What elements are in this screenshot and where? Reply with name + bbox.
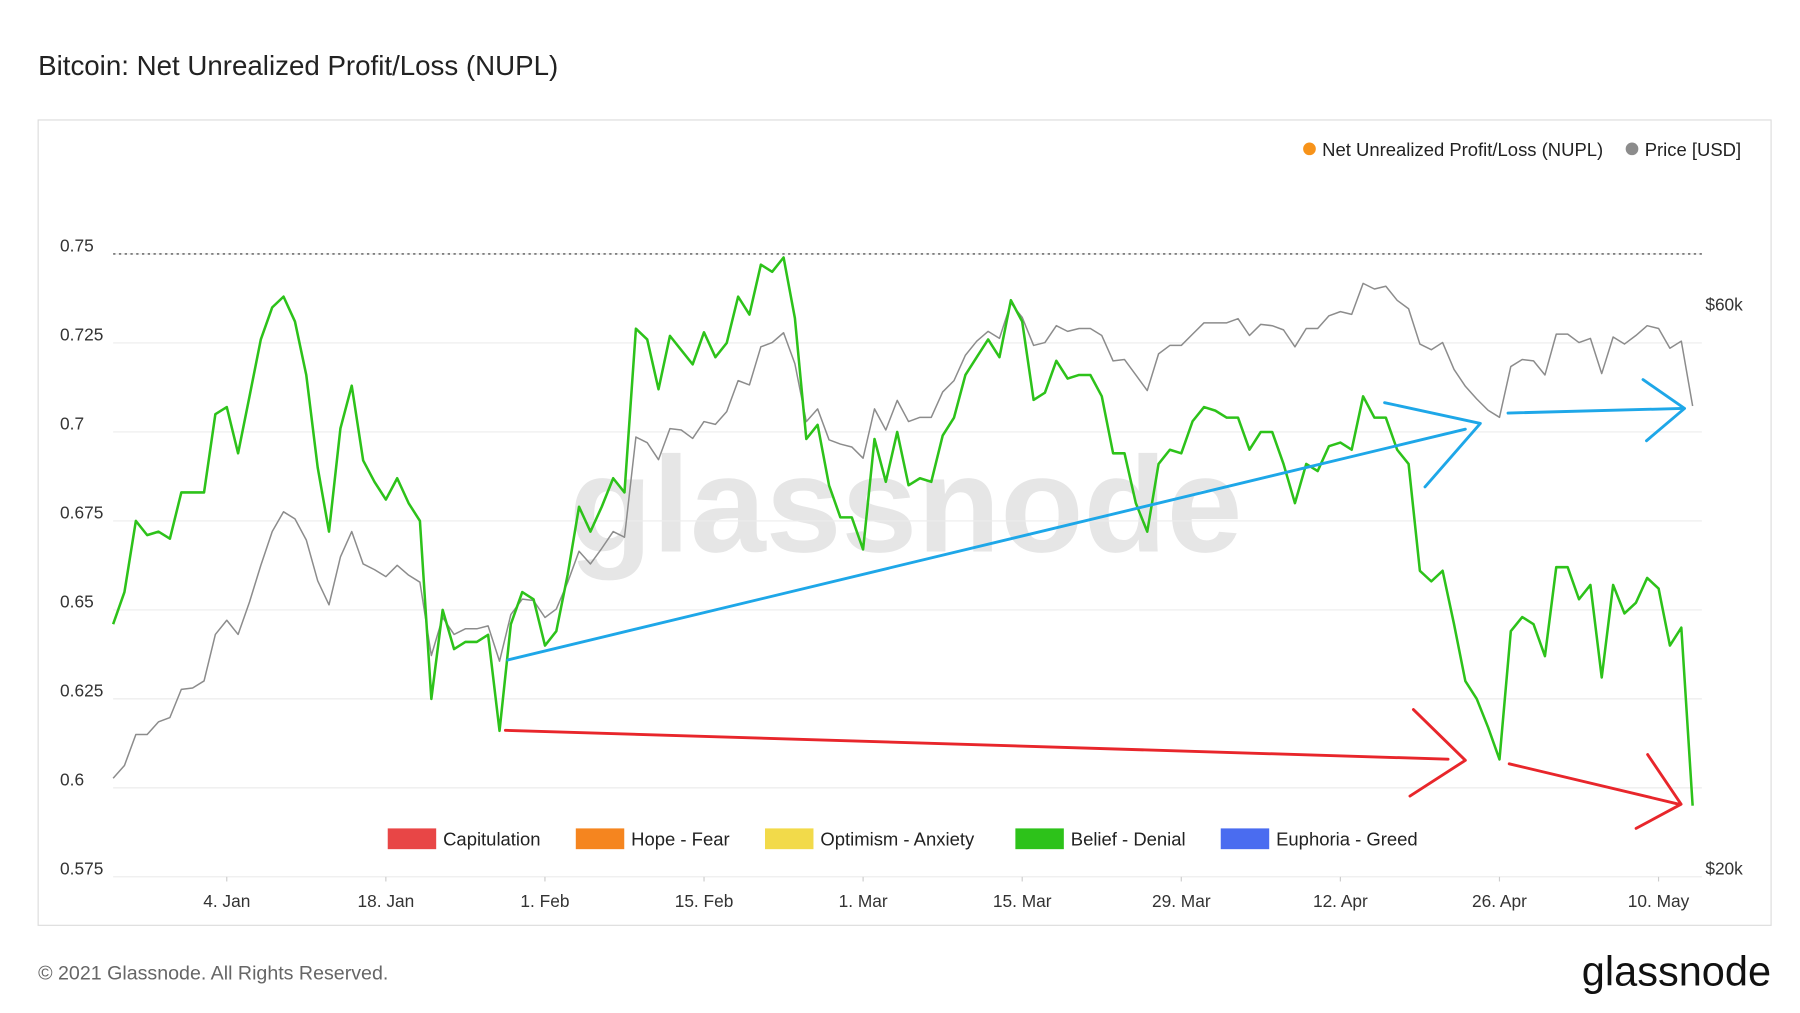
zone-label: Euphoria - Greed — [1276, 829, 1418, 850]
arrow-line — [503, 728, 1450, 761]
arrow-line — [506, 427, 1467, 662]
arrow-line — [1507, 762, 1681, 806]
zone-label: Hope - Fear — [631, 829, 729, 850]
x-tick-label: 15. Mar — [993, 891, 1052, 911]
zone-label: Capitulation — [443, 829, 540, 850]
y-tick-label: 0.65 — [60, 592, 94, 612]
y-tick-label: 0.725 — [60, 325, 103, 345]
x-tick-label: 26. Apr — [1472, 891, 1527, 911]
annotation-arrows — [503, 378, 1686, 830]
x-tick-label: 29. Mar — [1152, 891, 1211, 911]
x-tick-label: 18. Jan — [357, 891, 414, 911]
zone-label: Optimism - Anxiety — [820, 829, 975, 850]
arrow-head — [1408, 708, 1467, 798]
zone-swatch — [575, 828, 625, 850]
legend-label: Price [USD] — [1645, 139, 1741, 160]
zone-label: Belief - Denial — [1071, 829, 1186, 850]
logo: glassnode — [1582, 947, 1771, 994]
zone-swatch — [1220, 828, 1270, 850]
arrow-head — [1634, 753, 1683, 830]
labels: 0.575 0.6 0.625 0.65 0.675 0.7 0.725 0.75 $20k $6… — [60, 139, 1743, 911]
x-tick-label: 15. Feb — [675, 891, 734, 911]
series-line — [112, 282, 1694, 779]
x-tick-label: 4. Jan — [203, 891, 250, 911]
zone-swatch — [1015, 828, 1064, 850]
x-tick-label: 10. May — [1628, 891, 1690, 911]
zone-swatch — [387, 828, 437, 850]
y-tick-label: 0.7 — [60, 414, 84, 434]
series-line — [111, 256, 1694, 806]
footer: © 2021 Glassnode. All Rights Reserved. — [38, 963, 388, 985]
y-tick-label: 0.575 — [60, 859, 103, 879]
legend-label: Net Unrealized Profit/Loss (NUPL) — [1322, 139, 1603, 160]
watermark: glassnode — [569, 428, 1242, 580]
lines — [111, 256, 1694, 806]
y2-tick-label: $60k — [1705, 295, 1743, 315]
arrow-head — [1641, 378, 1686, 443]
y-tick-label: 0.6 — [60, 770, 84, 790]
x-tick-label: 1. Mar — [839, 891, 888, 911]
y2-tick-label: $20k — [1705, 859, 1743, 879]
arrow-head — [1383, 401, 1482, 489]
x-tick-label: 12. Apr — [1313, 891, 1368, 911]
legend-dot — [1303, 142, 1316, 156]
y-tick-label: 0.675 — [60, 503, 103, 523]
zone-swatch — [765, 828, 814, 850]
x-tick-label: 1. Feb — [520, 891, 569, 911]
y-tick-label: 0.75 — [60, 236, 94, 256]
chart-title: Bitcoin: Net Unrealized Profit/Loss (NUP… — [38, 50, 558, 81]
y-tick-label: 0.625 — [60, 681, 103, 701]
grid — [113, 253, 1702, 878]
arrow-line — [1506, 406, 1684, 415]
legend-dot — [1625, 142, 1639, 156]
